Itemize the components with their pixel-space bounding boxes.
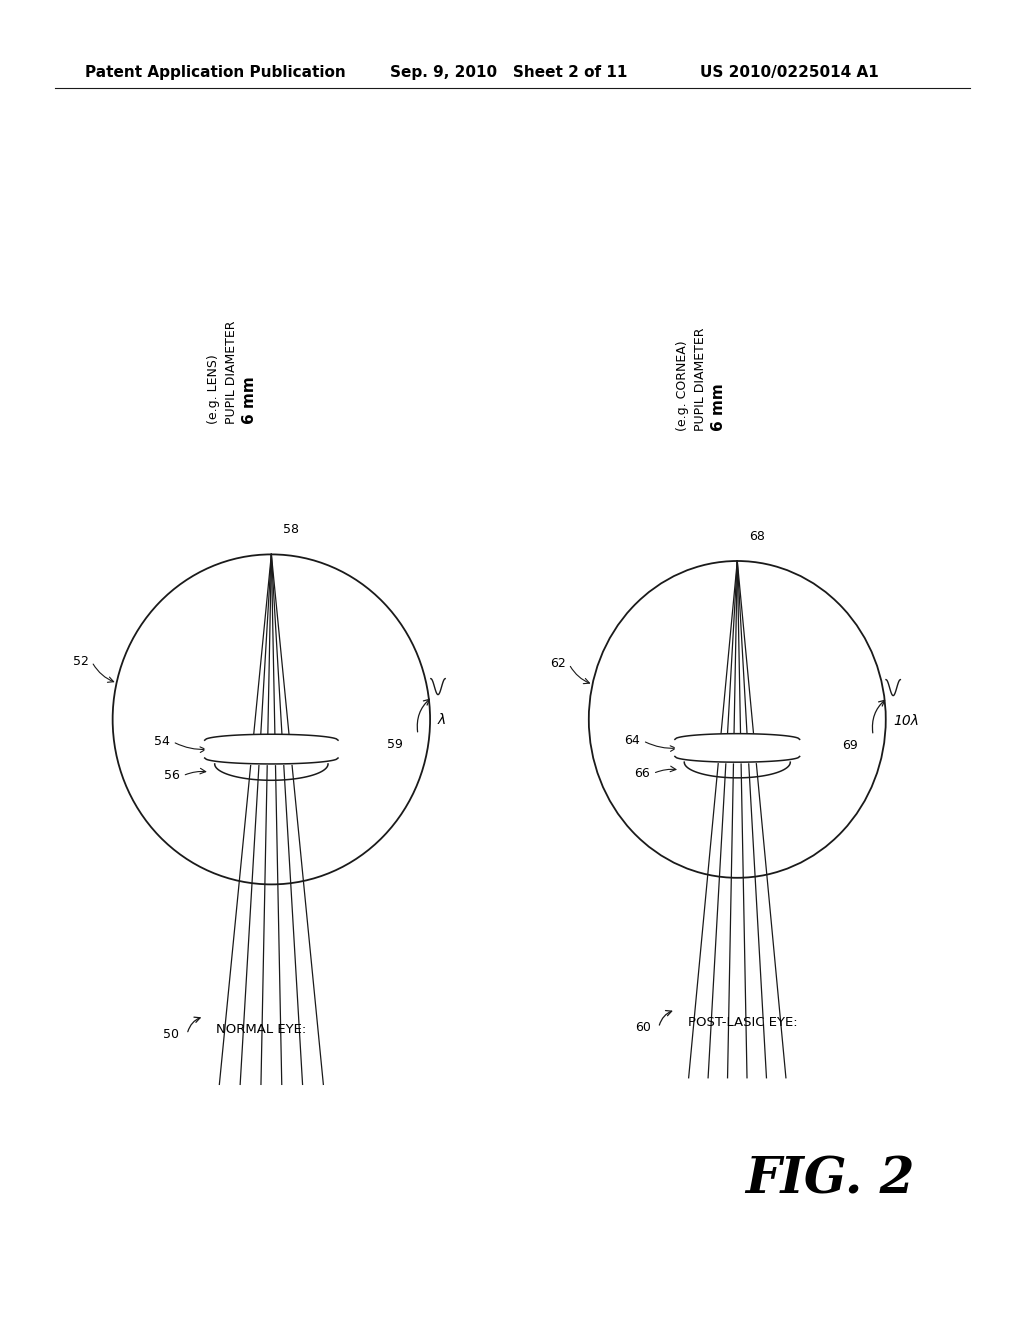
Text: NORMAL EYE:: NORMAL EYE: xyxy=(216,1023,306,1036)
Text: PUPIL DIAMETER: PUPIL DIAMETER xyxy=(693,327,707,432)
Text: Patent Application Publication: Patent Application Publication xyxy=(85,65,346,79)
Text: (e.g. LENS): (e.g. LENS) xyxy=(207,355,220,425)
Text: 6 mm: 6 mm xyxy=(243,376,257,425)
Text: 59: 59 xyxy=(387,738,403,751)
Text: 58: 58 xyxy=(284,524,299,536)
Text: FIG. 2: FIG. 2 xyxy=(745,1155,914,1204)
Text: 6 mm: 6 mm xyxy=(711,383,726,432)
Text: Sep. 9, 2010   Sheet 2 of 11: Sep. 9, 2010 Sheet 2 of 11 xyxy=(390,65,628,79)
Text: 64: 64 xyxy=(625,734,640,747)
Text: 66: 66 xyxy=(634,767,650,780)
Text: 68: 68 xyxy=(750,531,765,543)
Text: 60: 60 xyxy=(635,1022,650,1035)
Text: 54: 54 xyxy=(154,735,170,748)
Text: PUPIL DIAMETER: PUPIL DIAMETER xyxy=(225,321,239,425)
Text: λ: λ xyxy=(438,713,446,726)
Text: 62: 62 xyxy=(550,657,566,671)
Text: 50: 50 xyxy=(163,1028,179,1041)
Text: POST-LASIC EYE:: POST-LASIC EYE: xyxy=(688,1016,798,1030)
Text: (e.g. CORNEA): (e.g. CORNEA) xyxy=(676,341,689,432)
Text: 56: 56 xyxy=(164,770,179,783)
Text: US 2010/0225014 A1: US 2010/0225014 A1 xyxy=(700,65,879,79)
Text: 69: 69 xyxy=(843,739,858,752)
Text: 52: 52 xyxy=(73,655,89,668)
Text: 10λ: 10λ xyxy=(893,714,920,727)
